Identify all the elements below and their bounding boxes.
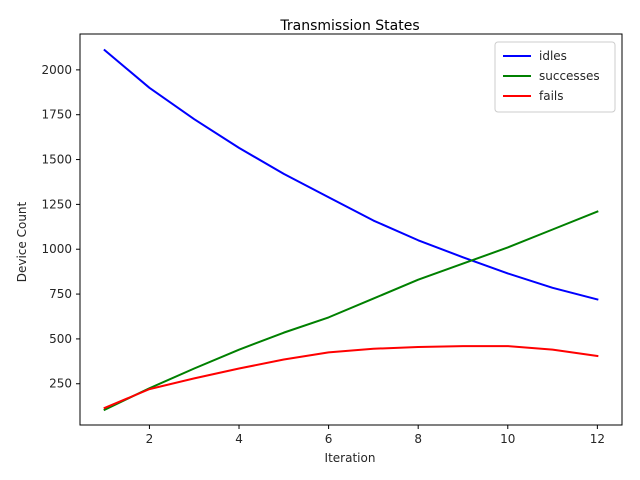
legend-label-fails: fails [539, 89, 564, 103]
y-tick-label: 250 [49, 377, 72, 391]
y-tick-label: 500 [49, 332, 72, 346]
y-tick-label: 2000 [41, 63, 72, 77]
x-tick-label: 12 [590, 432, 605, 446]
y-tick-label: 1500 [41, 153, 72, 167]
legend-box [494, 41, 616, 113]
y-axis-label: Device Count [15, 201, 29, 282]
x-tick-label: 8 [414, 432, 422, 446]
y-tick-label: 750 [49, 287, 72, 301]
legend-label-idles: idles [539, 49, 567, 63]
x-tick-label: 10 [500, 432, 515, 446]
legend: idles successes fails [494, 41, 616, 113]
series-line-idles [103, 48, 599, 301]
x-tick-label: 2 [146, 432, 154, 446]
x-axis-label: Iteration [325, 451, 376, 465]
series-line-fails [103, 345, 599, 410]
series-line-successes [103, 210, 599, 412]
y-tick-label: 1250 [41, 197, 72, 211]
y-tick-label: 1750 [41, 108, 72, 122]
x-tick-label: 4 [235, 432, 243, 446]
x-tick-label: 6 [325, 432, 333, 446]
legend-label-successes: successes [539, 69, 600, 83]
chart-title: Transmission States [279, 18, 419, 34]
axes-frame [79, 33, 623, 426]
y-tick-label: 1000 [41, 242, 72, 256]
